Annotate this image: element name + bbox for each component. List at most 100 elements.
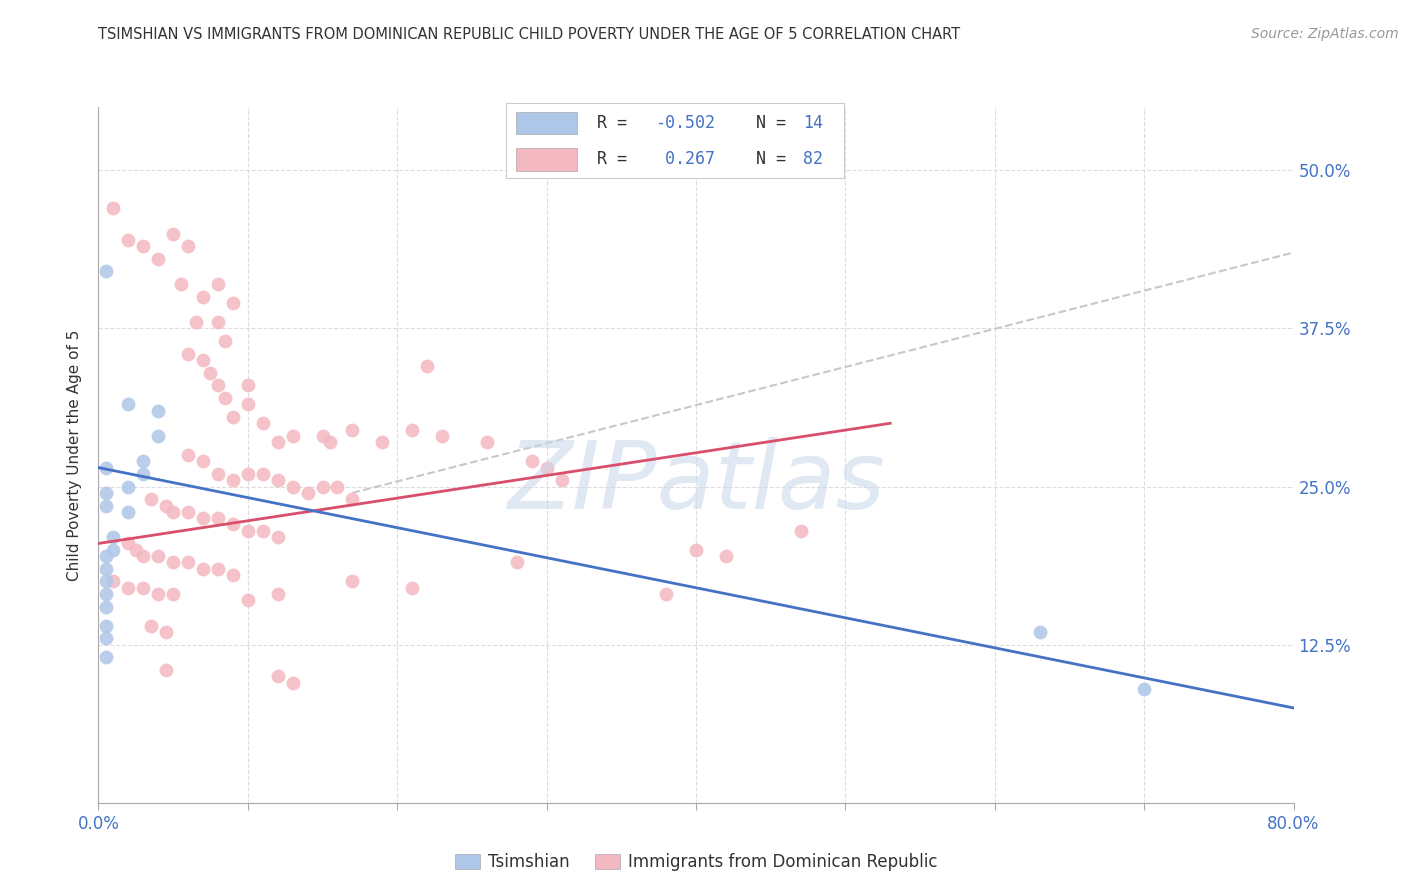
Point — [1133, 681, 1156, 696]
Point — [103, 542, 125, 557]
Point — [267, 587, 290, 601]
Text: N =: N = — [735, 151, 796, 169]
Point — [236, 467, 259, 481]
Point — [200, 366, 222, 380]
Point — [117, 536, 139, 550]
Point — [148, 429, 170, 443]
Point — [655, 587, 678, 601]
Point — [475, 435, 498, 450]
Point — [252, 467, 274, 481]
Point — [207, 562, 229, 576]
Point — [184, 315, 207, 329]
Point — [162, 587, 184, 601]
Point — [94, 650, 117, 665]
Point — [236, 397, 259, 411]
Point — [267, 435, 290, 450]
Point — [117, 581, 139, 595]
Point — [162, 556, 184, 570]
Point — [191, 511, 214, 525]
Text: 82: 82 — [803, 151, 823, 169]
Point — [401, 581, 423, 595]
Point — [252, 417, 274, 431]
Point — [281, 429, 304, 443]
Point — [371, 435, 394, 450]
Point — [177, 556, 200, 570]
Point — [191, 290, 214, 304]
Point — [297, 486, 319, 500]
Point — [319, 435, 342, 450]
Point — [94, 618, 117, 632]
Point — [139, 492, 162, 507]
Point — [520, 454, 543, 468]
Point — [94, 460, 117, 475]
Point — [94, 499, 117, 513]
Point — [132, 581, 155, 595]
Point — [132, 239, 155, 253]
Point — [148, 403, 170, 417]
Point — [139, 618, 162, 632]
Point — [222, 517, 245, 532]
Point — [191, 562, 214, 576]
Point — [252, 524, 274, 538]
Point — [236, 378, 259, 392]
Point — [207, 467, 229, 481]
Point — [117, 233, 139, 247]
Text: ZIPatlas: ZIPatlas — [508, 437, 884, 528]
Point — [207, 277, 229, 292]
Point — [94, 486, 117, 500]
Text: TSIMSHIAN VS IMMIGRANTS FROM DOMINICAN REPUBLIC CHILD POVERTY UNDER THE AGE OF 5: TSIMSHIAN VS IMMIGRANTS FROM DOMINICAN R… — [98, 27, 960, 42]
Point — [222, 473, 245, 487]
Point — [236, 593, 259, 607]
Point — [117, 479, 139, 493]
Y-axis label: Child Poverty Under the Age of 5: Child Poverty Under the Age of 5 — [67, 329, 83, 581]
Bar — [516, 112, 576, 135]
Point — [1028, 625, 1050, 640]
Point — [342, 423, 364, 437]
Point — [148, 252, 170, 266]
Point — [132, 454, 155, 468]
Point — [267, 473, 290, 487]
Point — [103, 574, 125, 589]
Point — [267, 669, 290, 683]
Point — [177, 347, 200, 361]
Point — [281, 479, 304, 493]
Point — [103, 201, 125, 215]
Point — [191, 353, 214, 368]
Point — [148, 549, 170, 563]
Point — [430, 429, 453, 443]
Point — [148, 587, 170, 601]
Point — [117, 397, 139, 411]
Point — [281, 675, 304, 690]
Text: -0.502: -0.502 — [655, 114, 714, 132]
Point — [311, 479, 333, 493]
Text: Source: ZipAtlas.com: Source: ZipAtlas.com — [1251, 27, 1399, 41]
Point — [267, 530, 290, 544]
Text: 0.267: 0.267 — [655, 151, 714, 169]
Point — [155, 499, 177, 513]
Point — [94, 599, 117, 614]
Point — [103, 530, 125, 544]
Point — [311, 429, 333, 443]
Point — [207, 511, 229, 525]
Point — [214, 334, 236, 348]
Point — [177, 448, 200, 462]
Point — [162, 227, 184, 241]
Point — [222, 296, 245, 310]
Point — [177, 239, 200, 253]
Text: N =: N = — [735, 114, 796, 132]
Point — [169, 277, 191, 292]
Point — [714, 549, 737, 563]
Point — [342, 492, 364, 507]
Point — [177, 505, 200, 519]
Point — [191, 454, 214, 468]
Bar — [516, 148, 576, 171]
Point — [155, 663, 177, 677]
Point — [132, 467, 155, 481]
Point — [94, 587, 117, 601]
Point — [94, 632, 117, 646]
Text: R =: R = — [598, 114, 637, 132]
Point — [132, 549, 155, 563]
Point — [416, 359, 439, 374]
Point — [506, 556, 529, 570]
Legend: Tsimshian, Immigrants from Dominican Republic: Tsimshian, Immigrants from Dominican Rep… — [449, 847, 943, 878]
